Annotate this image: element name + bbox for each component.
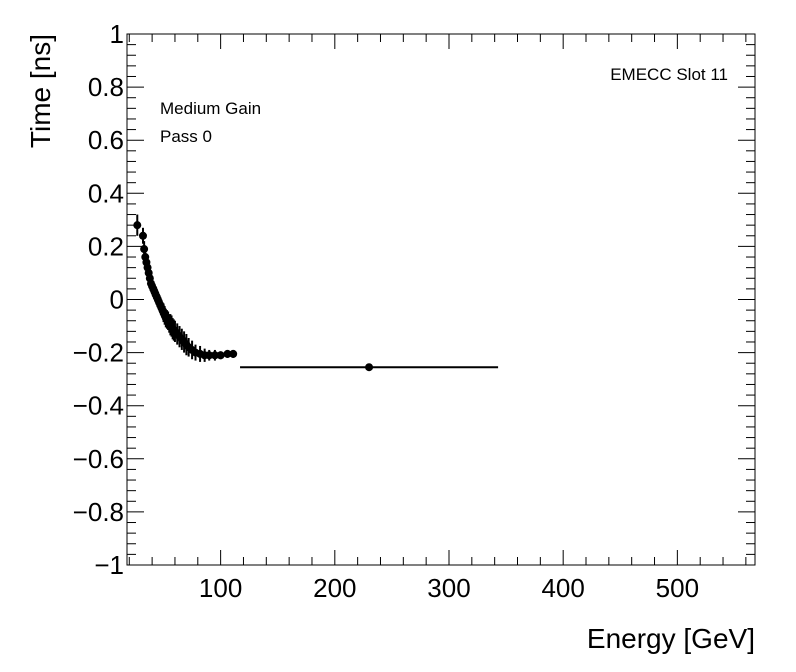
data-point bbox=[133, 214, 142, 236]
marker bbox=[365, 363, 374, 372]
y-tick-label: 0.6 bbox=[88, 125, 124, 155]
data-series bbox=[133, 214, 499, 372]
marker bbox=[138, 231, 147, 240]
x-tick-labels: 100 200 300 400 500 bbox=[199, 573, 699, 603]
x-tick-label: 100 bbox=[199, 573, 242, 603]
gain-annotation: Medium Gain bbox=[160, 99, 261, 118]
y-axis-title: Time [ns] bbox=[25, 34, 56, 148]
y-tick-label: −0.2 bbox=[73, 338, 124, 368]
marker bbox=[205, 351, 214, 360]
marker bbox=[216, 351, 225, 360]
x-tick-label: 400 bbox=[541, 573, 584, 603]
data-point bbox=[210, 349, 219, 361]
x-axis-title: Energy [GeV] bbox=[587, 623, 755, 654]
data-point bbox=[205, 349, 214, 361]
y-tick-label: −0.4 bbox=[73, 391, 124, 421]
data-point bbox=[138, 227, 147, 244]
axis-ticks bbox=[127, 33, 755, 566]
data-point bbox=[240, 363, 499, 372]
y-tick-label: 0.4 bbox=[88, 178, 124, 208]
marker bbox=[133, 221, 142, 230]
x-tick-label: 200 bbox=[313, 573, 356, 603]
y-tick-label: 1 bbox=[110, 19, 124, 49]
y-tick-label: −0.6 bbox=[73, 444, 124, 474]
x-tick-label: 500 bbox=[656, 573, 699, 603]
pass-annotation: Pass 0 bbox=[160, 127, 212, 146]
data-point bbox=[223, 349, 232, 358]
y-tick-label: −1 bbox=[94, 550, 124, 580]
marker bbox=[210, 351, 219, 360]
slot-annotation: EMECC Slot 11 bbox=[610, 65, 728, 84]
marker bbox=[140, 245, 149, 254]
y-tick-label: 0.8 bbox=[88, 72, 124, 102]
marker bbox=[229, 349, 238, 358]
y-tick-label: 0.2 bbox=[88, 231, 124, 261]
y-tick-labels: −1 −0.8 −0.6 −0.4 −0.2 0 0.2 0.4 0.6 0.8 1 bbox=[73, 19, 124, 580]
y-tick-label: −0.8 bbox=[73, 497, 124, 527]
data-point bbox=[229, 349, 238, 358]
x-tick-label: 300 bbox=[427, 573, 470, 603]
data-point bbox=[216, 351, 225, 360]
y-tick-label: 0 bbox=[110, 285, 124, 315]
marker bbox=[223, 349, 232, 358]
